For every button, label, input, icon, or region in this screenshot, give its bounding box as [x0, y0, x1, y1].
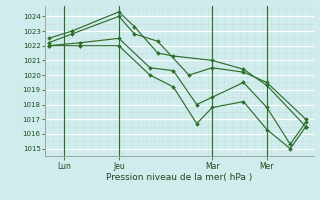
X-axis label: Pression niveau de la mer( hPa ): Pression niveau de la mer( hPa )	[106, 173, 252, 182]
